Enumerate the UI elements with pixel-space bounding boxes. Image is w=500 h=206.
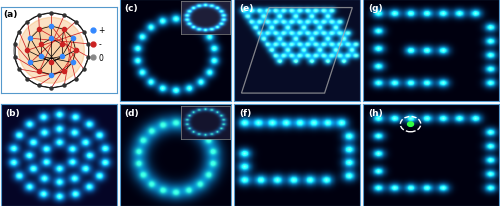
Circle shape	[18, 18, 84, 84]
Text: (g): (g)	[368, 5, 383, 13]
Text: (b): (b)	[6, 108, 20, 117]
Text: (a): (a)	[3, 10, 17, 19]
Circle shape	[408, 122, 414, 127]
Text: +: +	[98, 26, 104, 35]
Text: (h): (h)	[368, 108, 383, 117]
Text: (e): (e)	[239, 5, 254, 13]
Circle shape	[27, 27, 76, 75]
Text: (d): (d)	[124, 108, 139, 117]
Text: (c): (c)	[124, 5, 138, 13]
Text: (f): (f)	[239, 108, 251, 117]
Text: 0: 0	[98, 53, 103, 62]
Text: -: -	[98, 40, 101, 49]
